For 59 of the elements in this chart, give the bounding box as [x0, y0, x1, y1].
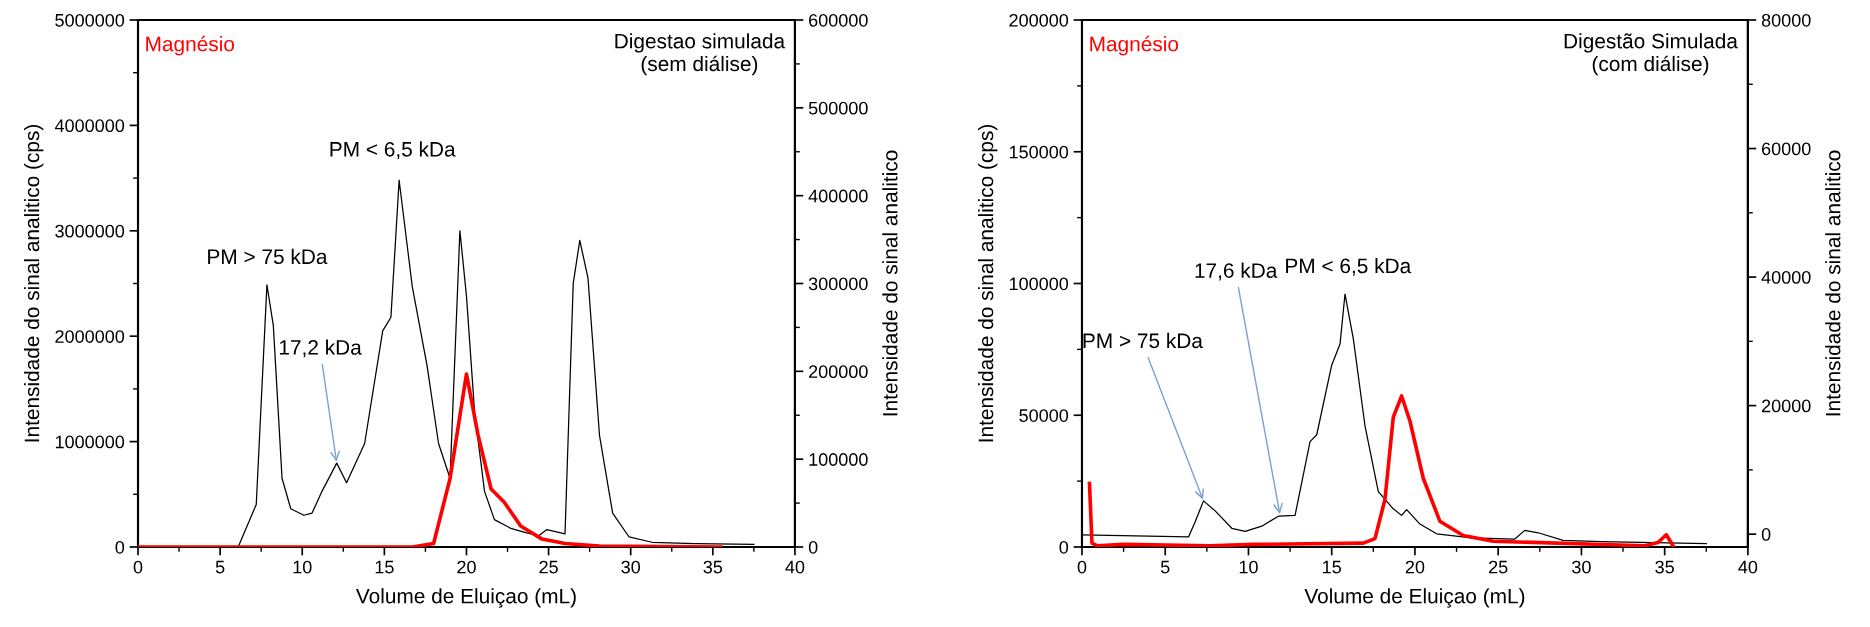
x-tick-label: 30	[621, 560, 641, 574]
x-tick-label: 0	[133, 560, 143, 574]
y-tick-label: 200000	[1009, 13, 1069, 27]
line-series	[1087, 394, 1675, 547]
text: Digestao simulada (sem diálise)	[615, 33, 786, 76]
y2-axis-title: Intensidade do sinal analitico	[882, 150, 898, 416]
y2-axis-title: Intensidade do sinal analitico	[1825, 150, 1841, 416]
x-tick-label: 10	[293, 560, 312, 574]
y2-tick-label: 20000	[1761, 399, 1811, 413]
y2-tick-label: 80000	[1761, 13, 1811, 27]
x-tick-label: 35	[1655, 560, 1674, 574]
x-axis-title: Volume de Eluiçao (mL)	[1304, 588, 1525, 608]
y-axis-title: Intensidade do sinal analitico (cps)	[978, 124, 998, 442]
y-tick-label: 0	[115, 540, 125, 554]
x-tick-label: 10	[1239, 560, 1258, 574]
y-tick-label: 5000000	[55, 13, 125, 27]
annotation: 17,2 kDa	[279, 339, 362, 358]
y-tick-label: 3000000	[55, 224, 125, 238]
y-tick-label: 100000	[1009, 277, 1069, 291]
line-series	[138, 372, 723, 547]
x-tick-label: 35	[703, 560, 723, 574]
y-tick-label: 2000000	[55, 330, 125, 343]
annotation: PM > 75 kDa	[208, 248, 328, 265]
annotation: PM < 6,5 kDa	[1286, 257, 1412, 276]
x-tick-label: 20	[457, 560, 476, 574]
y2-tick-label: 100000	[809, 453, 868, 466]
x-tick-label: 5	[1160, 560, 1170, 574]
x-tick-label: 40	[1738, 560, 1758, 574]
text: Magnésio	[1090, 35, 1179, 56]
x-tick-label: 40	[785, 560, 805, 574]
x-tick-label: 15	[1323, 560, 1341, 574]
text: Digestão Simulada (com diálise)	[1564, 33, 1738, 76]
x-tick-label: 0	[1077, 560, 1087, 574]
y-tick-label: 50000	[1019, 409, 1069, 422]
annotation: PM < 6,5 kDa	[330, 141, 456, 160]
y-tick-label: 4000000	[54, 119, 125, 133]
x-tick-label: 20	[1405, 560, 1425, 574]
y2-tick-label: 40000	[1761, 271, 1811, 284]
y-tick-label: 1000000	[55, 435, 125, 449]
y2-tick-label: 0	[808, 540, 818, 554]
y2-tick-label: 300000	[808, 277, 868, 291]
y2-tick-label: 60000	[1762, 142, 1811, 156]
annotation: PM > 75 kDa	[1083, 332, 1203, 349]
y-tick-label: 0	[1059, 540, 1069, 554]
x-tick-label: 30	[1572, 560, 1591, 574]
x-axis-title: Volume de Eluiçao (mL)	[355, 588, 576, 608]
x-tick-label: 15	[375, 560, 394, 574]
y-axis-title: Intensidade do sinal analitico (cps)	[24, 124, 44, 442]
annotation: 17,6 kDa	[1195, 262, 1278, 281]
x-tick-label: 25	[1489, 560, 1508, 574]
y2-tick-label: 400000	[808, 189, 868, 203]
y2-tick-label: 200000	[809, 365, 868, 379]
x-tick-label: 25	[539, 560, 558, 574]
x-tick-label: 5	[215, 560, 225, 574]
y2-tick-label: 0	[1761, 528, 1771, 541]
y2-tick-label: 600000	[809, 13, 868, 27]
text: Magnésio	[146, 35, 235, 56]
y-tick-label: 150000	[1009, 145, 1069, 159]
y2-tick-label: 500000	[808, 101, 868, 115]
